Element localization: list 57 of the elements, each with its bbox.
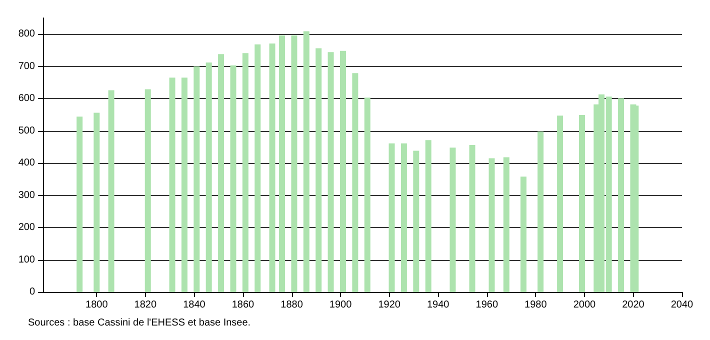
x-tick-label: 1820 <box>134 300 157 310</box>
bar <box>279 35 286 292</box>
bar <box>388 143 395 292</box>
bar <box>94 112 100 292</box>
bar <box>352 73 358 292</box>
x-tick-label: 2000 <box>573 300 596 310</box>
bar <box>579 115 586 292</box>
bar <box>538 131 544 292</box>
x-tick-label: 2020 <box>622 300 645 310</box>
bar <box>230 65 236 292</box>
x-tick-label: 1880 <box>280 300 304 310</box>
y-tick-label: 400 <box>18 158 36 169</box>
bar <box>242 53 248 292</box>
bar <box>340 50 346 292</box>
y-tick-label: 300 <box>18 190 36 201</box>
y-tick-label: 800 <box>18 28 36 40</box>
bar <box>503 157 510 292</box>
x-tick-label: 1960 <box>476 300 498 310</box>
bar <box>316 48 322 292</box>
bar <box>254 44 261 292</box>
bar <box>618 98 624 292</box>
x-tick-label: 1800 <box>86 300 108 310</box>
bar <box>206 62 212 292</box>
bar <box>76 116 83 292</box>
bar <box>557 116 564 292</box>
bar <box>218 54 224 292</box>
y-tick-label: 600 <box>18 93 36 104</box>
bar <box>488 158 495 292</box>
bar <box>328 52 334 292</box>
y-tick-label: 700 <box>18 60 36 72</box>
x-tick-label: 1840 <box>183 300 206 310</box>
bar <box>400 143 407 292</box>
bar <box>169 78 176 292</box>
bar <box>194 66 200 292</box>
bar <box>291 35 298 292</box>
bar <box>269 43 276 292</box>
source-note: Sources : base Cassini de l'EHESS et base Insee. <box>28 318 251 328</box>
x-tick-label: 1920 <box>378 300 401 310</box>
y-tick-label: 200 <box>18 222 36 234</box>
bar <box>364 98 370 292</box>
bar <box>108 90 114 292</box>
y-tick-label: 500 <box>18 125 36 136</box>
y-tick-label: 0 <box>29 286 36 298</box>
y-tick-label: 100 <box>18 254 36 266</box>
x-tick-label: 1900 <box>329 300 352 310</box>
bar <box>425 140 432 292</box>
x-tick-label: 1860 <box>232 300 255 310</box>
bar <box>450 148 456 292</box>
bar <box>144 89 151 292</box>
bar <box>520 176 526 292</box>
bar <box>469 145 476 292</box>
x-tick-label: 1940 <box>426 300 450 310</box>
x-tick-label: 2040 <box>670 300 694 310</box>
bar <box>413 150 420 292</box>
bar <box>303 31 310 292</box>
x-tick-label: 1980 <box>524 300 548 310</box>
bar <box>181 78 188 292</box>
